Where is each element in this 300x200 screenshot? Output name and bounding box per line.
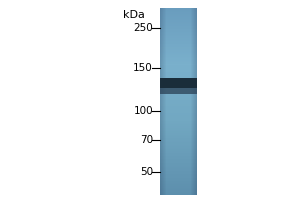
Text: 250: 250 — [133, 23, 153, 33]
Text: kDa: kDa — [123, 10, 145, 20]
Text: 70: 70 — [140, 135, 153, 145]
Text: 50: 50 — [140, 167, 153, 177]
Text: 150: 150 — [133, 63, 153, 73]
Text: 100: 100 — [134, 106, 153, 116]
